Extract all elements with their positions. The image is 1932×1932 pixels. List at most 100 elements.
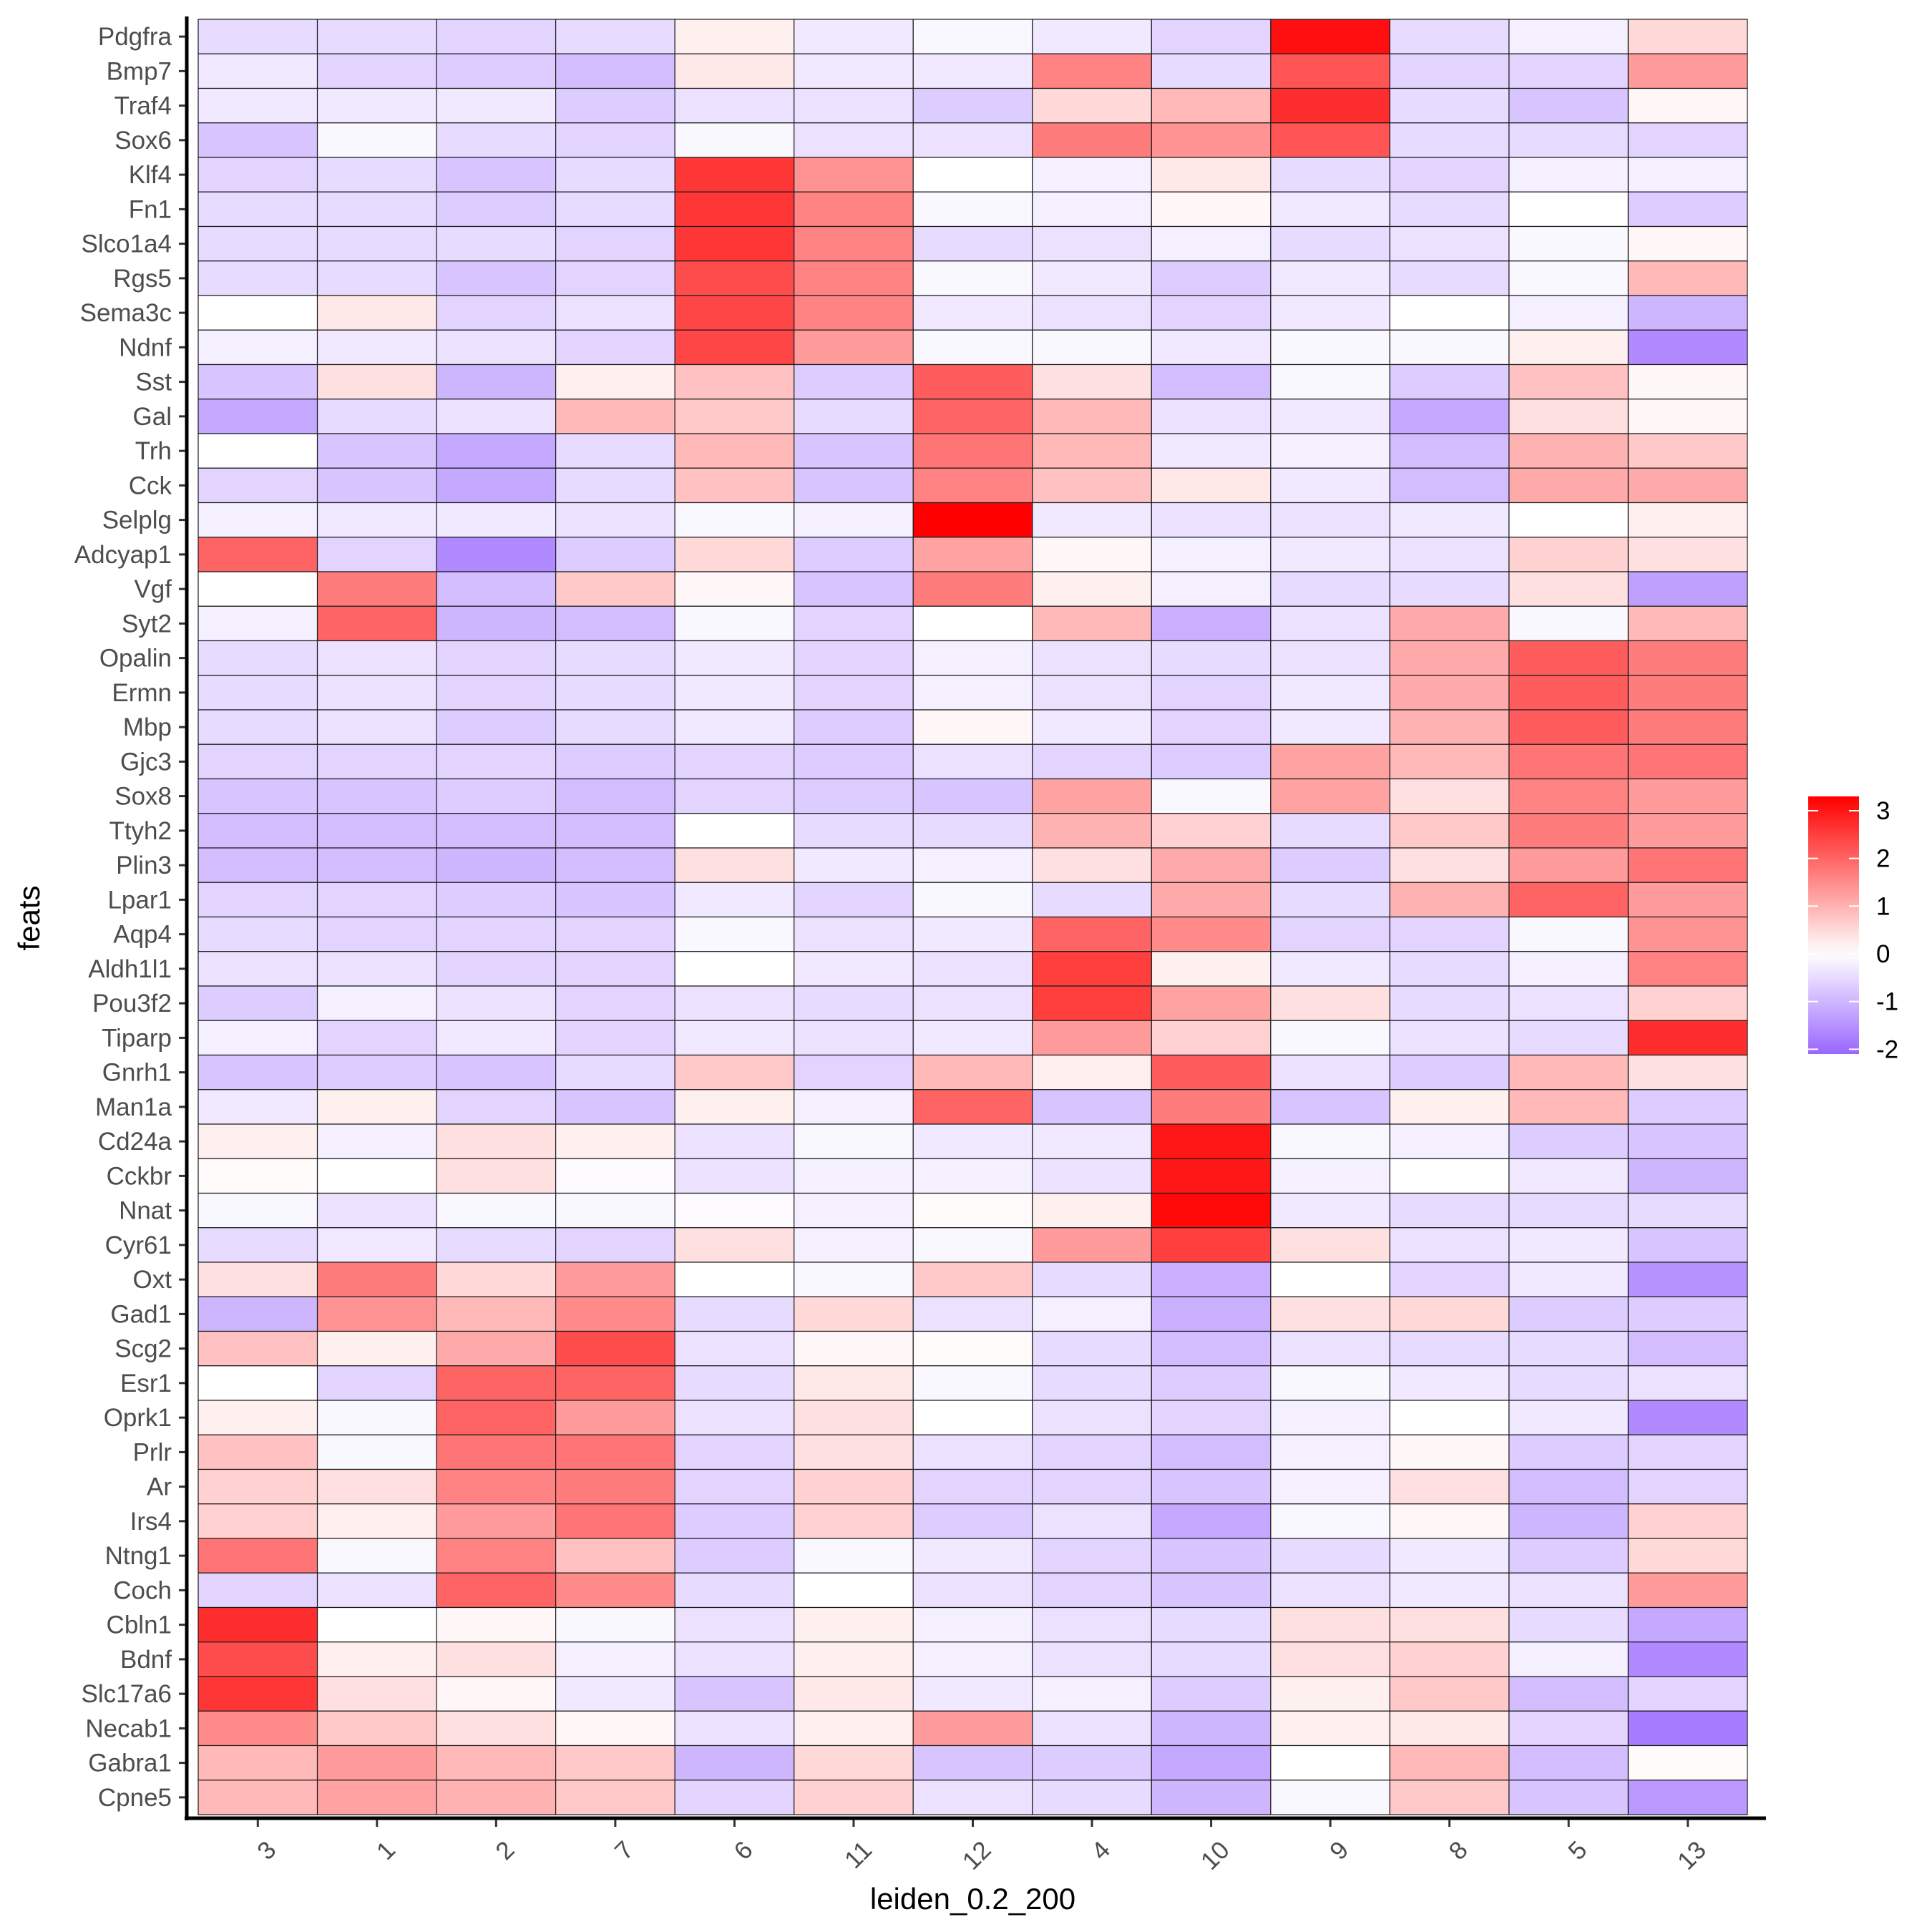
heatmap-cell bbox=[436, 537, 557, 572]
heatmap-cell bbox=[1627, 1538, 1748, 1574]
heatmap-cell bbox=[1389, 605, 1510, 642]
heatmap-cell bbox=[912, 364, 1033, 400]
heatmap-cell bbox=[316, 1745, 437, 1781]
heatmap-cell bbox=[316, 295, 437, 331]
heatmap-cell bbox=[912, 1158, 1033, 1194]
heatmap-cell bbox=[1270, 1158, 1390, 1194]
heatmap-cell bbox=[197, 1572, 318, 1609]
heatmap-cell bbox=[912, 191, 1033, 228]
heatmap-cell bbox=[1508, 399, 1629, 434]
heatmap-cell bbox=[197, 191, 318, 228]
heatmap-cell bbox=[436, 778, 557, 814]
heatmap-cell bbox=[794, 605, 914, 642]
heatmap-cell bbox=[1627, 53, 1748, 89]
heatmap-cell bbox=[316, 1400, 437, 1435]
heatmap-cell bbox=[1627, 1676, 1748, 1712]
y-tick-label: Plin3 bbox=[116, 852, 172, 879]
heatmap-cell bbox=[1270, 1468, 1390, 1505]
heatmap-cell bbox=[197, 640, 318, 676]
heatmap-cell bbox=[555, 1296, 675, 1332]
y-axis: Pdgfra Bmp7 Traf4 Sox6 Klf4 Fn1 Slco1a4 Rgs5 Sem… bbox=[74, 16, 189, 1820]
heatmap-cell bbox=[1627, 1710, 1748, 1747]
heatmap-cell bbox=[1032, 122, 1152, 158]
heatmap-cell bbox=[1032, 1089, 1152, 1125]
heatmap-cell bbox=[1627, 157, 1748, 192]
heatmap-cell bbox=[794, 1434, 914, 1470]
heatmap-cell bbox=[1032, 364, 1152, 400]
heatmap-cell bbox=[555, 1676, 675, 1712]
heatmap-cell bbox=[1032, 709, 1152, 745]
heatmap-cell bbox=[1508, 122, 1629, 158]
heatmap-cell bbox=[1389, 847, 1510, 883]
heatmap-cell bbox=[1627, 847, 1748, 883]
heatmap-cell bbox=[1032, 225, 1152, 262]
heatmap-cell bbox=[1627, 1468, 1748, 1505]
heatmap-cell bbox=[1508, 882, 1629, 918]
heatmap-cell bbox=[316, 1262, 437, 1297]
heatmap-cell bbox=[1389, 1710, 1510, 1747]
y-tick-label: Pdgfra bbox=[98, 23, 172, 51]
heatmap-cell bbox=[197, 1676, 318, 1712]
heatmap-cell bbox=[1032, 1192, 1152, 1229]
heatmap-cell bbox=[197, 951, 318, 987]
heatmap-cell bbox=[1508, 364, 1629, 400]
heatmap-cell bbox=[197, 1227, 318, 1263]
y-tick-label: Aqp4 bbox=[113, 921, 172, 949]
heatmap-cell bbox=[316, 709, 437, 745]
heatmap-cell bbox=[1151, 53, 1272, 89]
heatmap-cell bbox=[1151, 813, 1272, 849]
heatmap-cell bbox=[1032, 813, 1152, 849]
heatmap-cell bbox=[674, 709, 795, 745]
heatmap-cell bbox=[794, 1710, 914, 1747]
legend-label: 3 bbox=[1876, 797, 1890, 825]
heatmap-cell bbox=[1627, 1606, 1748, 1643]
heatmap-cell bbox=[197, 1468, 318, 1505]
heatmap-cell bbox=[1508, 1538, 1629, 1574]
heatmap-cell bbox=[912, 743, 1033, 780]
heatmap-cell bbox=[1270, 329, 1390, 366]
heatmap-cell bbox=[197, 1434, 318, 1470]
heatmap-cell bbox=[555, 1710, 675, 1747]
heatmap-cell bbox=[674, 1434, 795, 1470]
heatmap-cell bbox=[794, 122, 914, 158]
heatmap-cell bbox=[1389, 157, 1510, 192]
y-tick-label: Slc17a6 bbox=[82, 1680, 172, 1708]
heatmap-cell bbox=[197, 675, 318, 711]
heatmap-cell bbox=[674, 1089, 795, 1125]
heatmap-cell bbox=[1627, 951, 1748, 987]
heatmap-cell bbox=[674, 1020, 795, 1056]
heatmap-cell bbox=[197, 743, 318, 780]
heatmap-cell bbox=[1627, 916, 1748, 952]
heatmap-cell bbox=[555, 1262, 675, 1297]
heatmap-cell bbox=[1389, 467, 1510, 504]
heatmap-cell bbox=[316, 1434, 437, 1470]
heatmap-cell bbox=[794, 1123, 914, 1159]
heatmap-cell bbox=[1389, 329, 1510, 366]
heatmap-cell bbox=[1151, 1262, 1272, 1297]
heatmap-cell bbox=[1270, 847, 1390, 883]
y-tick-label: Gal bbox=[133, 403, 172, 431]
x-tick-label: 4 bbox=[1086, 1836, 1116, 1865]
heatmap-cell bbox=[197, 1296, 318, 1332]
heatmap-cell bbox=[1151, 225, 1272, 262]
heatmap-cell bbox=[1151, 985, 1272, 1021]
heatmap-cell bbox=[316, 433, 437, 469]
heatmap-cell bbox=[1508, 1434, 1629, 1470]
heatmap-cell bbox=[1032, 985, 1152, 1021]
heatmap-cell bbox=[436, 743, 557, 780]
heatmap-cell bbox=[1032, 1123, 1152, 1159]
heatmap-cell bbox=[436, 1780, 557, 1815]
heatmap-cell bbox=[555, 1158, 675, 1194]
heatmap-cell bbox=[1389, 951, 1510, 987]
heatmap-cell bbox=[1508, 1641, 1629, 1677]
heatmap-cell bbox=[1270, 295, 1390, 331]
heatmap-cell bbox=[1270, 1434, 1390, 1470]
heatmap-cell bbox=[912, 1745, 1033, 1781]
heatmap-cell bbox=[1032, 467, 1152, 504]
heatmap-cell bbox=[1508, 433, 1629, 469]
y-tick-label: Bmp7 bbox=[107, 57, 172, 85]
heatmap-cell bbox=[1151, 916, 1272, 952]
heatmap-cell bbox=[197, 985, 318, 1021]
heatmap-cell bbox=[197, 709, 318, 745]
